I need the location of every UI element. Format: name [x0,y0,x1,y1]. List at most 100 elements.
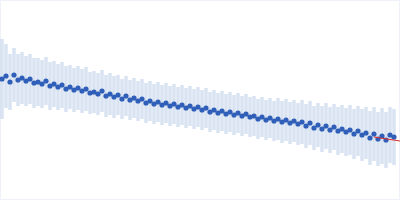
circle [299,119,304,124]
error-bar [136,81,140,121]
error-bar [344,108,348,156]
error-bar [32,58,36,108]
circle [315,122,320,127]
circle [123,93,128,98]
error-bar [168,86,172,126]
error-bar [120,79,124,119]
error-bar [220,91,224,131]
error-bar [200,90,204,130]
circle [115,92,120,97]
error-bar [240,96,244,136]
error-bar [280,101,284,143]
error-bar [36,58,40,106]
error-bar [176,87,180,127]
error-bar [228,92,232,132]
error-bar [260,97,264,137]
error-bar [196,87,200,127]
error-bar [300,100,304,144]
error-bar [312,106,316,150]
circle [83,86,88,91]
error-bar [0,39,4,119]
error-bar [24,56,28,106]
error-bar [276,98,280,140]
circle [347,127,352,132]
error-bar [360,109,364,161]
circle [391,134,396,139]
error-bar [368,111,372,165]
error-bar [212,90,216,130]
error-bar [76,66,80,110]
error-bar [216,93,220,133]
error-bar [4,44,8,108]
error-bar [100,70,104,112]
error-bar [148,81,152,121]
error-bar [64,66,68,112]
error-bar [284,99,288,141]
error-bar [8,54,12,110]
error-bar [356,106,360,156]
error-bar [40,60,44,108]
fit-line [374,137,400,141]
error-bar [44,57,48,105]
circle [307,120,312,125]
error-bar [372,107,376,161]
circle [371,131,376,136]
circle [355,128,360,133]
error-bar [92,71,96,113]
error-bar [332,104,336,150]
circle [139,96,144,101]
error-bar [188,86,192,126]
error-bar [308,101,312,145]
error-bar [328,107,332,153]
error-bar [104,75,108,117]
error-bar [140,79,144,119]
error-bar [156,82,160,122]
plot-area [0,39,400,168]
error-bar [268,98,272,138]
circle [99,88,104,93]
error-bar [208,92,212,132]
circle [363,130,368,135]
error-bar [192,89,196,129]
error-bar [364,107,368,159]
error-bar [384,112,388,168]
error-bar [116,75,120,115]
error-bar [48,62,52,110]
error-bar [60,62,64,108]
error-bar [20,52,24,104]
error-bar [108,73,112,115]
plot-frame [1,1,400,200]
chart [0,0,400,200]
error-bar [152,84,156,124]
error-bar [56,64,60,110]
error-bar [256,99,260,139]
circle [59,82,64,87]
error-bar [80,69,84,113]
error-bar [84,67,88,111]
error-bar [96,73,100,115]
circle [3,73,8,78]
error-bar [52,61,56,107]
circle [203,105,208,110]
error-bar [392,109,396,165]
error-bar [348,105,352,155]
error-bar [388,107,392,163]
error-bar [160,85,164,125]
error-bar [224,94,228,134]
error-bar [124,76,128,116]
error-bar [380,108,384,164]
circle [7,79,12,84]
error-bar [336,107,340,155]
circle [27,76,32,81]
error-bar [340,105,344,153]
error-bar [180,85,184,125]
error-bar [164,83,168,123]
error-bar [272,101,276,141]
circle [43,78,48,83]
error-bar [320,106,324,152]
error-bar [88,72,92,114]
error-bar [292,100,296,142]
error-bar [236,93,240,133]
error-bar [72,68,76,112]
points [0,72,397,142]
